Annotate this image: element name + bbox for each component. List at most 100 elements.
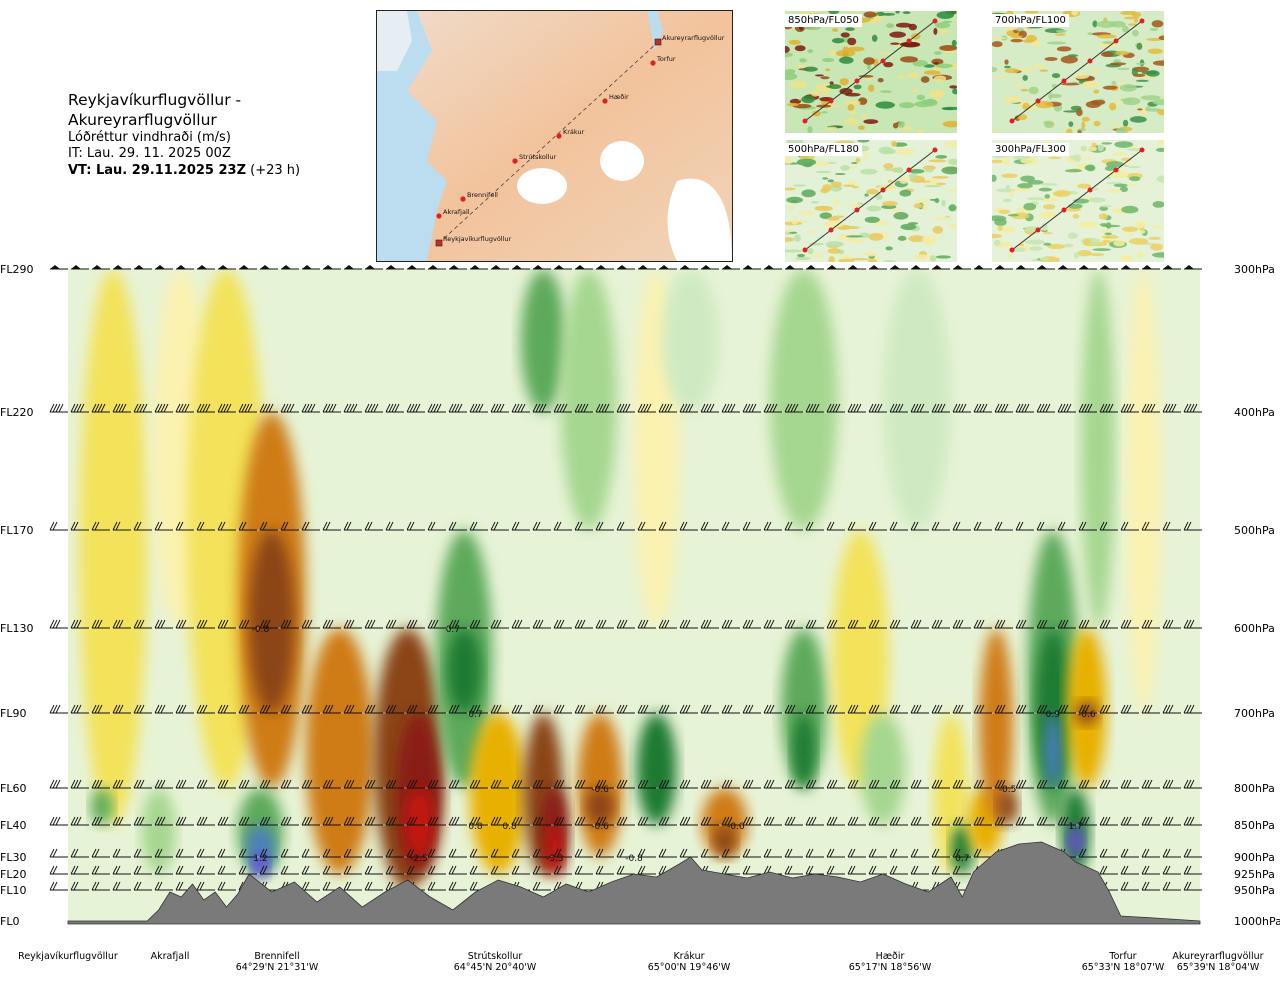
wind-barb [1015, 521, 1034, 531]
wind-barb [112, 403, 131, 413]
wind-barb [889, 521, 908, 531]
wind-barb [784, 403, 803, 413]
mini-map-point [1035, 98, 1041, 104]
wind-barb [868, 403, 887, 413]
mini-map-cell [1017, 183, 1033, 189]
wind-barb [280, 848, 299, 858]
wind-barb [532, 619, 551, 629]
wind-barb [868, 865, 887, 875]
mini-map-cell [1109, 62, 1127, 66]
wind-barb [196, 704, 215, 714]
wind-barb [364, 521, 383, 531]
wind-barb [343, 865, 362, 875]
wind-barb [364, 816, 383, 826]
mini-map-cell [860, 168, 878, 175]
wind-barb [616, 704, 635, 714]
wind-barb [1183, 816, 1202, 826]
mini-map-cell [890, 42, 900, 45]
mini-map-cell [787, 102, 799, 107]
wind-barb [763, 403, 782, 413]
wind-barb [1162, 619, 1181, 629]
wind-barb [406, 848, 425, 858]
mini-map-cell [785, 52, 793, 58]
wind-barb [532, 881, 551, 891]
wind-contour [469, 713, 527, 874]
wind-barb [259, 521, 278, 531]
wind-barb [1099, 704, 1118, 714]
mini-map-cell [1083, 238, 1092, 244]
location-label: Reykjavíkurflugvöllur [8, 951, 128, 962]
mini-map-cell [1147, 48, 1163, 54]
wind-barb [91, 848, 110, 858]
wind-barb [826, 619, 845, 629]
wind-barb [994, 816, 1013, 826]
mini-map-cell [826, 126, 838, 130]
mini-map-cell [898, 102, 915, 109]
mini-map-cell [1113, 59, 1121, 64]
wind-barb [1120, 779, 1139, 789]
wind-barb [154, 704, 173, 714]
mini-map-cell [832, 215, 844, 218]
mini-map-cell [1035, 100, 1054, 109]
mini-map-cell [827, 248, 842, 254]
mini-map-cell [847, 104, 855, 111]
mini-map-cell [1013, 247, 1026, 253]
wind-barb [217, 816, 236, 826]
mini-map-cell [827, 216, 840, 221]
mini-map-cell [1078, 221, 1098, 228]
wind-barb [1078, 403, 1097, 413]
mini-map-cell [992, 159, 1003, 164]
mini-map-cell [848, 238, 865, 244]
map-waypoint-label: Krákur [563, 128, 585, 136]
mini-map-cell [941, 106, 957, 111]
mini-map-cell [900, 223, 917, 231]
wind-contour [249, 530, 295, 713]
wind-barb [322, 704, 341, 714]
mini-map-cell [998, 209, 1011, 214]
mini-map-cell [1064, 169, 1083, 173]
mini-map-cell [1004, 59, 1009, 65]
mini-map-cell [840, 164, 850, 171]
wind-contour [1044, 713, 1062, 788]
wind-barb [595, 779, 614, 789]
wind-barb [1057, 779, 1076, 789]
wind-barb [1162, 521, 1181, 531]
wind-barb [49, 619, 68, 629]
mini-map-cell [992, 66, 998, 73]
mini-map-cell [1152, 225, 1163, 230]
wind-barb [889, 779, 908, 789]
mini-map-cell [1010, 35, 1023, 39]
wind-barb [1016, 265, 1034, 270]
wind-barb [511, 865, 530, 875]
wind-barb [784, 865, 803, 875]
wind-barb [1036, 704, 1055, 714]
wind-barb [532, 816, 551, 826]
mini-map-cell [1120, 98, 1129, 101]
mini-map-cell [845, 27, 855, 31]
mini-map-cell [1093, 120, 1101, 127]
wind-barb [1036, 816, 1055, 826]
wind-barb [155, 265, 173, 270]
wind-barb [1183, 704, 1202, 714]
wind-barb [910, 619, 929, 629]
mini-map-cell [1077, 183, 1092, 189]
wind-barb [49, 779, 68, 789]
map-waypoint-label: Reykjavíkurflugvöllur [443, 235, 512, 243]
mini-map-cell [1146, 38, 1163, 41]
mini-map-cell [1088, 197, 1106, 203]
wind-barb [91, 816, 110, 826]
valid-time-bold: VT: Lau. 29.11.2025 23Z [68, 163, 247, 178]
mini-map-cell [922, 165, 936, 171]
wind-barb [49, 865, 68, 875]
wind-barb [343, 619, 362, 629]
mini-map-cell [925, 168, 934, 173]
wind-barb [1120, 521, 1139, 531]
mini-map-cell [1022, 74, 1028, 81]
wind-barb [70, 779, 89, 789]
wind-barb [469, 779, 488, 789]
mini-map-cell [1109, 170, 1129, 178]
wind-barb [1036, 619, 1055, 629]
wind-barb [994, 779, 1013, 789]
wind-contour [713, 825, 736, 857]
wind-barb [343, 704, 362, 714]
